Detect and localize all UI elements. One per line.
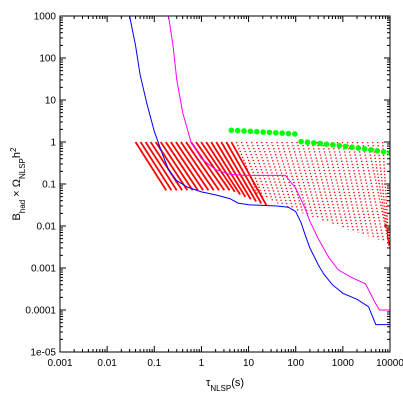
scan-line xyxy=(240,141,264,198)
scan-line xyxy=(195,141,231,191)
endpoint-marker xyxy=(336,142,343,149)
scan-line xyxy=(225,141,263,204)
scan-line xyxy=(336,141,360,233)
scan-line xyxy=(286,141,309,216)
scan-line xyxy=(366,141,390,243)
scan-line xyxy=(311,141,334,225)
endpoint-marker xyxy=(279,130,285,136)
scan-line xyxy=(306,141,329,223)
scan-line xyxy=(291,141,314,218)
y-tick-label: 1000 xyxy=(34,12,57,23)
scan-line xyxy=(341,141,365,235)
x-tick-label: 10000 xyxy=(376,358,403,369)
y-tick-label: 10 xyxy=(45,96,57,107)
endpoint-marker xyxy=(234,127,241,134)
scan-line xyxy=(281,141,304,214)
endpoint-marker xyxy=(330,142,336,148)
endpoint-marker xyxy=(387,150,390,156)
endpoint-marker xyxy=(292,131,298,137)
plot-frame xyxy=(59,15,391,353)
y-tick-label: 100 xyxy=(39,54,56,65)
x-tick-label: 1000 xyxy=(332,358,355,369)
x-tick-label: 10 xyxy=(243,358,255,369)
scan-line xyxy=(170,141,204,191)
scan-line xyxy=(326,141,350,230)
scan-line xyxy=(139,141,173,191)
endpoint-marker xyxy=(304,139,311,146)
scan-line xyxy=(276,141,299,212)
blue-curve xyxy=(129,16,390,326)
y-tick-label: 0.01 xyxy=(37,222,57,233)
scan-line xyxy=(144,141,178,191)
y-tick-label: 1e-05 xyxy=(30,348,56,359)
scan-line xyxy=(180,141,215,191)
endpoint-marker xyxy=(380,149,387,155)
endpoint-marker xyxy=(272,129,279,136)
y-tick-label: 1 xyxy=(50,138,56,149)
endpoint-marker xyxy=(349,144,355,151)
endpoint-marker xyxy=(323,141,330,147)
tick-layer: 0.001 0.01 0.1 1 10 100 1000 10000 1e-05 0.0001 0.… xyxy=(25,12,403,370)
scan-line xyxy=(134,141,167,191)
scan-line xyxy=(220,141,257,202)
y-tick-label: 0.1 xyxy=(42,180,56,191)
x-tick-label: 1 xyxy=(199,358,205,369)
y-tick-label: 0.0001 xyxy=(25,306,56,317)
plot-area xyxy=(129,16,390,326)
endpoint-marker xyxy=(253,128,260,135)
scan-line xyxy=(301,141,324,221)
endpoint-marker xyxy=(260,129,266,135)
endpoint-marker xyxy=(285,130,292,137)
endpoint-marker xyxy=(298,138,304,145)
scan-line xyxy=(149,141,183,191)
scan-line xyxy=(230,141,268,207)
y-axis-label: Bhad × ΩNLSPh2 xyxy=(9,147,27,221)
endpoint-marker xyxy=(241,128,247,134)
data-layer xyxy=(129,16,390,326)
scan-line xyxy=(351,141,375,239)
scan-line xyxy=(331,141,355,232)
x-tick-label: 0.001 xyxy=(47,358,72,369)
scan-line xyxy=(200,141,236,193)
endpoint-marker xyxy=(342,143,349,150)
endpoint-marker xyxy=(361,146,368,152)
x-tick-label: 0.01 xyxy=(97,358,117,369)
magenta-curve xyxy=(168,16,390,311)
x-tick-label: 100 xyxy=(287,358,304,369)
scan-line xyxy=(215,141,252,200)
scan-line xyxy=(296,141,319,220)
y-tick-label: 0.001 xyxy=(31,264,56,275)
endpoint-marker xyxy=(266,129,273,136)
endpoint-marker xyxy=(368,147,374,153)
scan-line xyxy=(245,141,269,200)
scan-line xyxy=(205,141,241,195)
endpoint-marker xyxy=(247,128,254,135)
scan-line xyxy=(250,141,274,202)
scan-line xyxy=(371,141,390,245)
scan-line xyxy=(356,141,380,240)
scan-line xyxy=(346,141,370,237)
scan-line xyxy=(255,141,279,204)
scan-line xyxy=(210,141,247,198)
scan-line xyxy=(175,141,210,191)
x-tick-label: 0.1 xyxy=(147,358,161,369)
scan-line xyxy=(361,141,385,242)
scan-line xyxy=(185,141,220,191)
endpoint-marker xyxy=(317,140,324,147)
scan-line xyxy=(159,141,194,191)
endpoint-marker xyxy=(228,127,235,134)
endpoint-marker xyxy=(374,147,381,154)
x-axis-label: τNLSP(s) xyxy=(206,377,244,393)
scan-line xyxy=(165,141,199,191)
endpoint-marker xyxy=(311,140,317,146)
scan-line xyxy=(376,141,390,247)
endpoint-marker xyxy=(355,145,362,151)
